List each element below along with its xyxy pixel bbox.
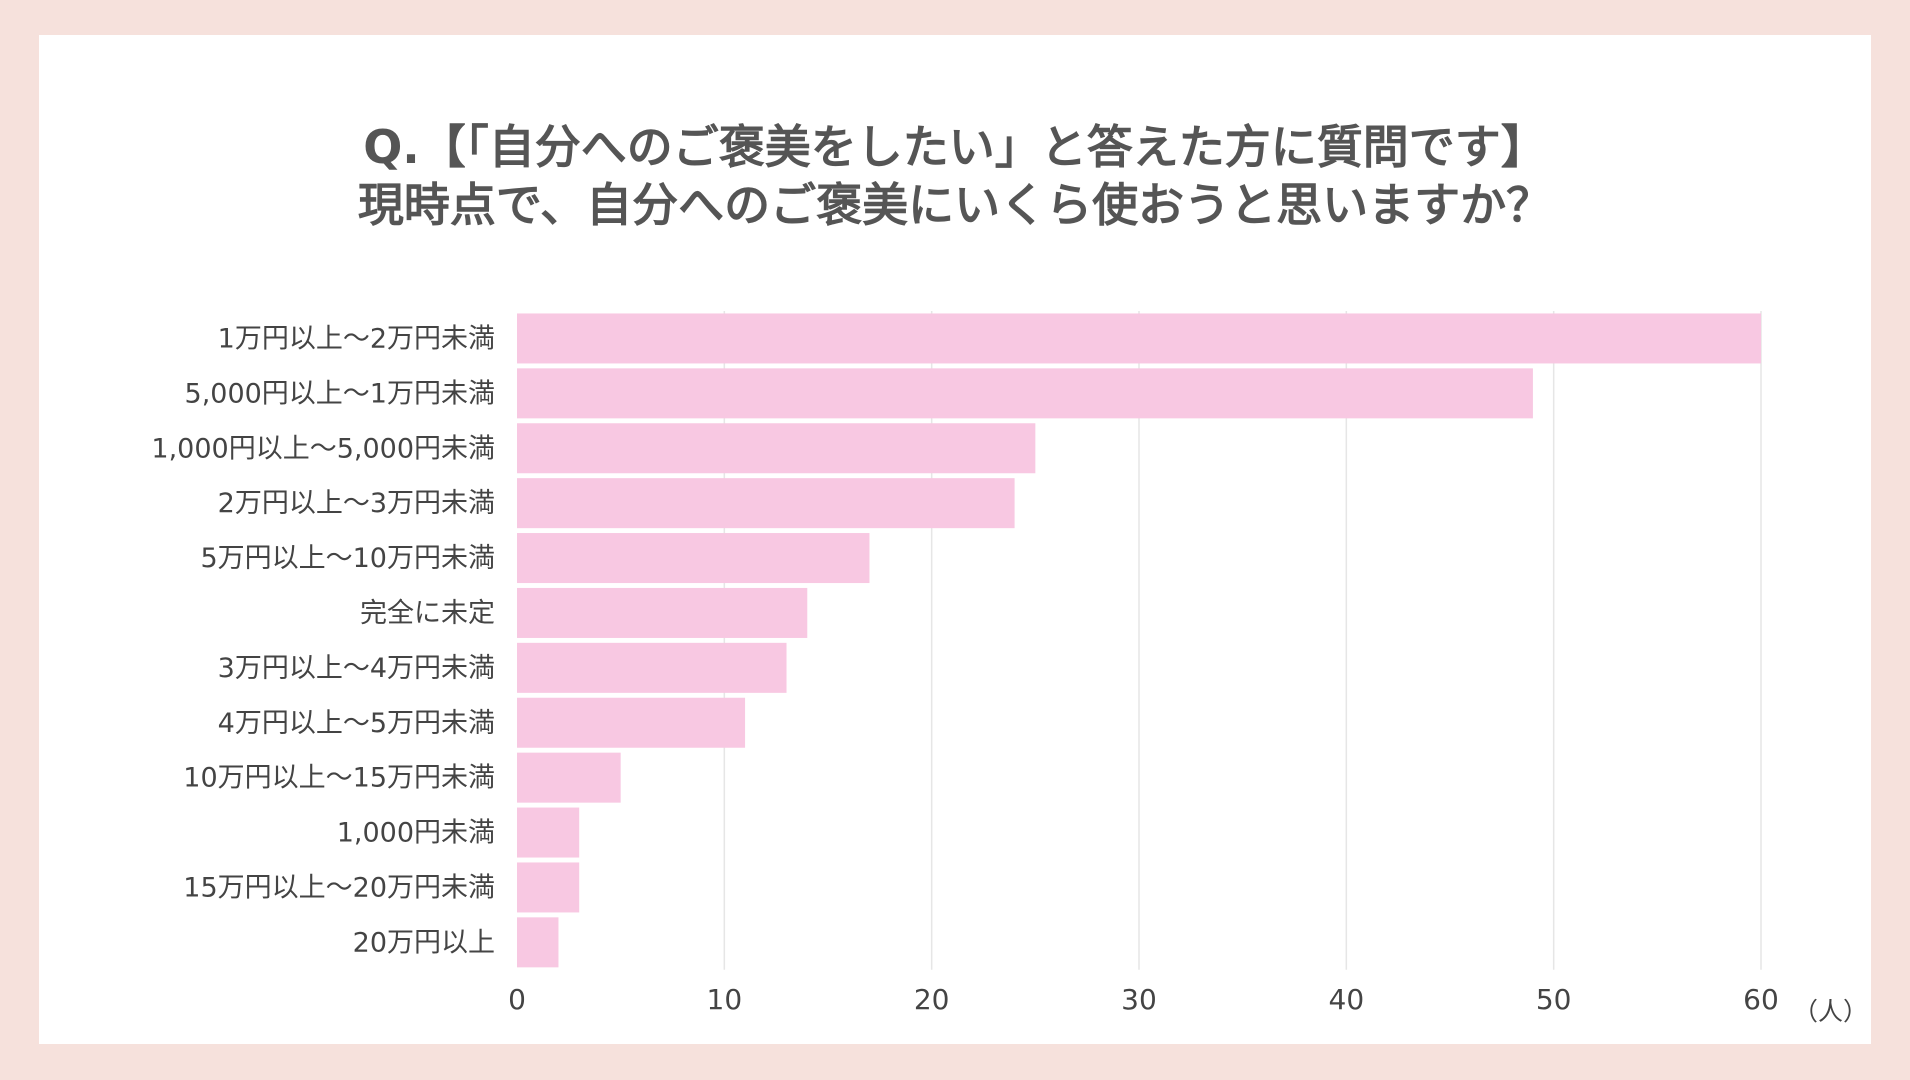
bar-7 xyxy=(517,642,787,693)
x-unit-label: （人） xyxy=(1793,997,1868,1026)
chart-card xyxy=(39,35,1871,1044)
category-label-3: 1,000円以上〜5,000円未満 xyxy=(151,433,495,464)
bar-4 xyxy=(517,478,1015,529)
category-label-8: 4万円以上〜5万円未満 xyxy=(218,708,495,739)
title-line-2: 現時点で、自分へのご褒美にいくら使おうと思いますか？ xyxy=(357,178,1553,232)
bar-10 xyxy=(517,807,580,858)
title-line-1: Q.【「自分へのご褒美をしたい」と答えた方に質問です】 xyxy=(363,120,1547,174)
x-tick-label-10: 10 xyxy=(707,983,743,1016)
x-tick-label-30: 30 xyxy=(1121,983,1157,1016)
category-label-9: 10万円以上〜15万円未満 xyxy=(183,763,495,794)
category-label-5: 5万円以上〜10万円未満 xyxy=(200,543,495,574)
bar-11 xyxy=(517,862,580,913)
bar-12 xyxy=(517,917,559,968)
category-label-12: 20万円以上 xyxy=(353,927,495,958)
category-label-11: 15万円以上〜20万円未満 xyxy=(183,872,495,903)
bar-2 xyxy=(517,368,1533,419)
x-tick-label-20: 20 xyxy=(914,983,950,1016)
x-tick-label-50: 50 xyxy=(1536,983,1572,1016)
category-label-2: 5,000円以上〜1万円未満 xyxy=(185,378,495,409)
category-label-1: 1万円以上〜2万円未満 xyxy=(218,323,495,354)
chart-title: Q.【「自分へのご褒美をしたい」と答えた方に質問です】 現時点で、自分へのご褒美… xyxy=(0,118,1910,234)
bar-3 xyxy=(517,423,1036,474)
x-tick-label-60: 60 xyxy=(1743,983,1779,1016)
bar-5 xyxy=(517,533,870,584)
bar-6 xyxy=(517,587,808,638)
category-label-4: 2万円以上〜3万円未満 xyxy=(218,488,495,519)
category-label-6: 完全に未定 xyxy=(360,598,495,629)
bar-9 xyxy=(517,752,621,803)
x-tick-label-40: 40 xyxy=(1329,983,1365,1016)
bar-1 xyxy=(517,313,1761,364)
category-label-7: 3万円以上〜4万円未満 xyxy=(218,653,495,684)
bar-8 xyxy=(517,697,746,748)
category-label-10: 1,000円未満 xyxy=(337,818,495,849)
x-tick-label-0: 0 xyxy=(508,983,526,1016)
